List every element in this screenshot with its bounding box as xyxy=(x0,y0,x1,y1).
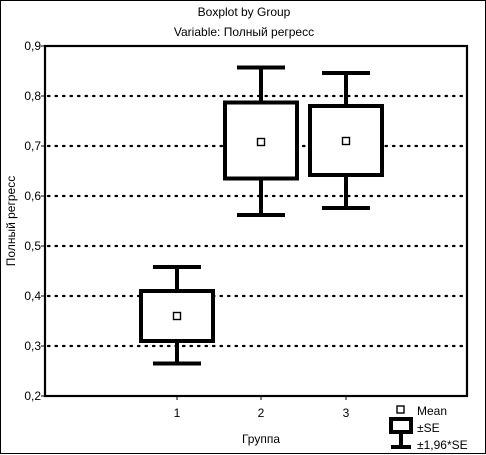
y-tick-label: 0,7 xyxy=(24,139,41,153)
y-tick-label: 0,5 xyxy=(24,239,41,253)
y-tick-label: 0,2 xyxy=(24,389,41,403)
legend-ci-label: ±1,96*SE xyxy=(417,438,468,452)
mean-marker xyxy=(341,136,351,146)
y-tick-label: 0,4 xyxy=(24,289,41,303)
y-tick-label: 0,6 xyxy=(24,189,41,203)
legend-mean-label: Mean xyxy=(417,404,447,418)
box-group-1 xyxy=(139,265,215,366)
legend-se-icon xyxy=(389,417,413,434)
x-tick-label: 3 xyxy=(343,406,350,420)
box-group-2 xyxy=(223,65,299,217)
legend-mean-icon xyxy=(396,405,405,414)
mean-marker xyxy=(256,137,266,147)
axis-layer: 0,9 0,8 0,7 0,6 0,5 0,4 0,3 0,2 1 2 3 xyxy=(24,39,469,420)
plot-frame xyxy=(43,44,469,398)
y-tick-label: 0,3 xyxy=(24,339,41,353)
x-axis-title: Группа xyxy=(242,432,280,446)
legend: Mean ±SE ±1,96*SE xyxy=(389,404,468,452)
chart-title: Boxplot by Group xyxy=(198,5,291,19)
grid-layer xyxy=(46,94,466,348)
y-tick-label: 0,9 xyxy=(24,39,41,53)
box-group-3 xyxy=(308,71,384,210)
x-tick-label: 1 xyxy=(174,406,181,420)
x-tick-label: 2 xyxy=(258,406,265,420)
y-tick-label: 0,8 xyxy=(24,89,41,103)
chart-subtitle: Variable: Полный регресс xyxy=(174,25,314,39)
mean-marker xyxy=(172,311,182,321)
box-layer xyxy=(139,65,384,366)
legend-se-label: ±SE xyxy=(417,421,440,435)
y-axis-title: Полный регресс xyxy=(4,176,18,266)
